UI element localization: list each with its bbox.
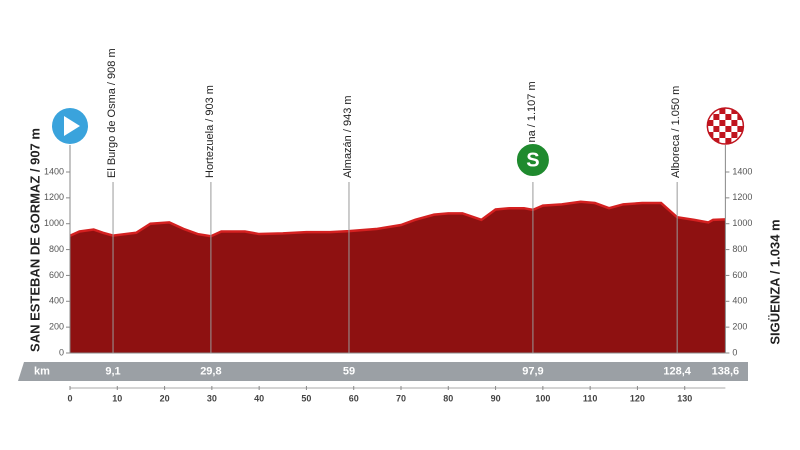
x-tick-label: 20: [160, 393, 170, 403]
x-tick-label: 130: [677, 393, 692, 403]
finish-icon: [706, 107, 745, 145]
x-tick-label: 40: [254, 393, 264, 403]
finish-square: [731, 132, 738, 138]
finish-square: [713, 114, 720, 120]
waypoint-label: Hortezuela / 903 m: [204, 85, 216, 178]
x-tick-label: 10: [112, 393, 122, 403]
sprint-marker: [514, 142, 551, 178]
x-tick-label: 50: [301, 393, 311, 403]
x-tick-label: 80: [443, 393, 453, 403]
waypoint-km: 29,8: [200, 365, 221, 377]
finish-square: [713, 126, 720, 132]
finish-label: SIGÜENZA / 1.034 m: [767, 219, 782, 344]
y-tick-label: 600: [49, 270, 64, 280]
x-tick-label: 110: [583, 393, 598, 403]
km-strip: [18, 362, 748, 381]
y-tick-label: 1400: [44, 166, 64, 176]
finish-ring: [706, 107, 745, 145]
x-unit: km: [34, 365, 50, 377]
y-tick-label: 1200: [44, 192, 64, 202]
waypoint-km: 97,9: [522, 365, 543, 377]
finish-square: [725, 138, 732, 144]
waypoint-label: Alboreca / 1.050 m: [670, 86, 682, 178]
sprint-label: S: [526, 149, 539, 171]
x-tick-label: 120: [630, 393, 645, 403]
waypoint-km: 59: [343, 365, 355, 377]
x-tick-label: 70: [396, 393, 406, 403]
finish-square: [725, 114, 732, 120]
x-tick-label: 60: [349, 393, 359, 403]
y-tick-label: 400: [732, 296, 747, 306]
y-tick-label: 600: [732, 270, 747, 280]
y-tick-label: 1200: [732, 192, 752, 202]
y-tick-label: 400: [49, 296, 64, 306]
x-tick-label: 100: [535, 393, 550, 403]
x-tick-label: 0: [67, 393, 72, 403]
y-tick-label: 0: [59, 347, 64, 357]
finish-square: [719, 108, 726, 114]
start-label: SAN ESTEBAN DE GORMAZ / 907 m: [27, 128, 42, 352]
finish-square: [707, 120, 714, 126]
x-tick-label: 30: [207, 393, 217, 403]
finish-square: [737, 126, 744, 132]
y-tick-label: 200: [49, 322, 64, 332]
y-tick-label: 1000: [732, 218, 752, 228]
elevation-edge: [69, 200, 726, 238]
start-icon: [52, 108, 88, 144]
waypoint-km: 138,6: [712, 365, 740, 377]
finish-square: [731, 120, 738, 126]
waypoint-label: El Burgo de Osma / 908 m: [106, 48, 118, 178]
waypoint-km: 128,4: [663, 365, 691, 377]
waypoint-km: 9,1: [105, 365, 120, 377]
x-tick-label: 90: [491, 393, 501, 403]
y-tick-label: 800: [732, 244, 747, 254]
y-tick-label: 1000: [44, 218, 64, 228]
y-tick-label: 0: [732, 347, 737, 357]
waypoint-label: Almazán / 943 m: [342, 95, 354, 178]
y-tick-label: 800: [49, 244, 64, 254]
finish-square: [725, 126, 732, 132]
y-tick-label: 200: [732, 322, 747, 332]
y-tick-label: 1400: [732, 166, 752, 176]
finish-square: [719, 132, 726, 138]
finish-square: [719, 120, 726, 126]
elevation-area: [70, 201, 726, 353]
